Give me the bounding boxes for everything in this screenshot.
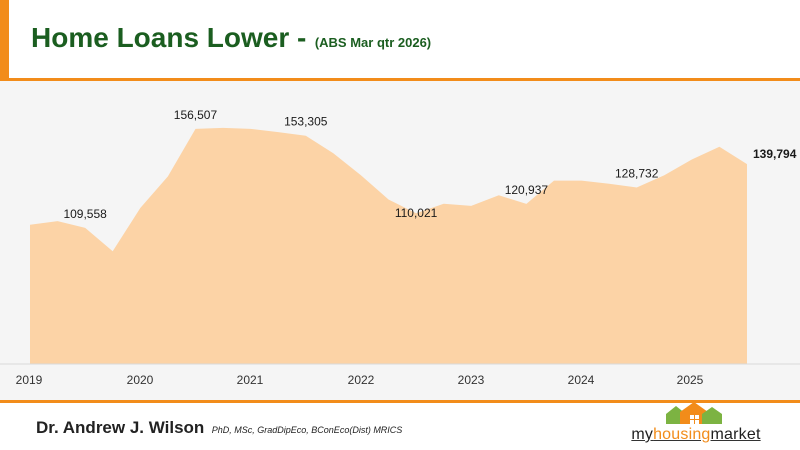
- page-title: Home Loans Lower - (ABS Mar qtr 2026): [31, 22, 431, 54]
- data-label: 120,937: [505, 183, 549, 197]
- x-tick-label: 2022: [348, 373, 375, 387]
- x-tick-label: 2025: [677, 373, 704, 387]
- footer-divider: [0, 400, 800, 403]
- home-loans-area-chart: 2019 2020 2021 2022 2023 2024 2025 109,558 156,5…: [0, 108, 800, 387]
- author-credentials: PhD, MSc, GradDipEco, BConEco(Dist) MRIC…: [211, 425, 403, 435]
- x-tick-label: 2023: [458, 373, 485, 387]
- title-subtitle: (ABS Mar qtr 2026): [314, 35, 432, 50]
- series-area: [30, 127, 747, 365]
- logo-my: my: [631, 426, 654, 443]
- logo-market: market: [710, 426, 761, 443]
- data-label: 128,732: [615, 166, 659, 180]
- logo-wordmark: myhousingmarket: [616, 426, 776, 444]
- myhousingmarket-logo: myhousingmarket: [616, 402, 776, 448]
- header-divider: [0, 78, 800, 81]
- x-tick-label: 2024: [568, 373, 595, 387]
- x-tick-label: 2019: [16, 373, 43, 387]
- header: Home Loans Lower - (ABS Mar qtr 2026): [9, 0, 800, 80]
- data-label: 109,558: [63, 207, 107, 221]
- author-name: Dr. Andrew J. Wilson: [36, 418, 205, 437]
- logo-housing: housing: [653, 426, 711, 443]
- title-main: Home Loans Lower -: [31, 22, 307, 53]
- data-label: 139,794: [753, 147, 797, 161]
- accent-bar: [0, 0, 9, 80]
- data-label: 153,305: [284, 115, 328, 129]
- data-label: 156,507: [174, 108, 218, 122]
- x-tick-label: 2021: [237, 373, 264, 387]
- data-label: 110,021: [395, 206, 438, 220]
- houses-icon: [666, 402, 722, 424]
- author-credit: Dr. Andrew J. Wilson PhD, MSc, GradDipEc…: [36, 418, 402, 438]
- x-tick-label: 2020: [127, 373, 154, 387]
